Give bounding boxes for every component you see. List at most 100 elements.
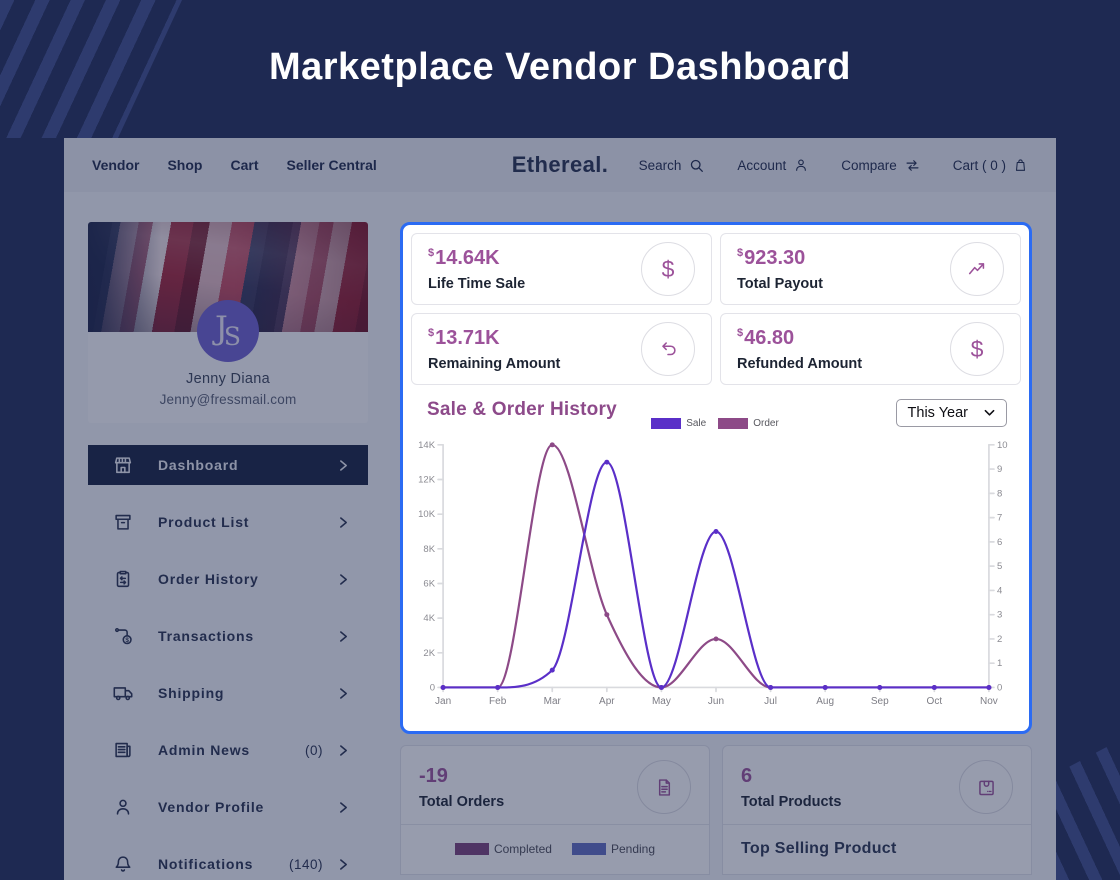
sidebar-item-dashboard[interactable]: Dashboard — [88, 445, 368, 485]
sidebar-item-order-history[interactable]: Order History — [88, 559, 368, 599]
svg-text:4: 4 — [997, 585, 1002, 596]
sidebar-item-notifications[interactable]: Notifications (140) — [88, 844, 368, 880]
nav-link-cart[interactable]: Cart — [230, 157, 259, 173]
currency-symbol: $ — [428, 326, 435, 339]
svg-text:2K: 2K — [423, 648, 435, 659]
stat-card-lifetime-sale: $14.64K Life Time Sale $ — [411, 233, 712, 305]
top-selling-product-label: Top Selling Product — [741, 840, 897, 857]
sale-legend-swatch — [651, 417, 682, 429]
sidebar-item-transactions[interactable]: $ Transactions — [88, 616, 368, 656]
legend-item-pending[interactable]: Pending — [571, 842, 655, 856]
svg-text:4K: 4K — [423, 613, 435, 624]
stat-value: $923.30 — [737, 246, 806, 269]
search-button[interactable]: Search — [639, 157, 706, 174]
nav-link-shop[interactable]: Shop — [167, 157, 203, 173]
nav-link-vendor[interactable]: Vendor — [92, 157, 140, 173]
search-icon — [691, 159, 704, 172]
legend-label: Completed — [493, 842, 552, 856]
currency-symbol: $ — [737, 326, 744, 339]
stat-label: Refunded Amount — [737, 355, 863, 372]
sidebar-item-admin-news[interactable]: Admin News (0) — [88, 730, 368, 770]
svg-text:1: 1 — [997, 658, 1002, 669]
svg-text:May: May — [652, 696, 671, 707]
trend-up-icon — [950, 242, 1004, 296]
svg-text:Jun: Jun — [708, 696, 724, 707]
total-products-value: 6 — [741, 764, 753, 787]
total-products-card: 6 Total Products Top Selling Product — [722, 745, 1032, 875]
legend-item-sale[interactable]: Sale — [651, 415, 706, 431]
sale-order-line-chart: 0 2K 4K 6K 8K 10K 12K 14K 0 1 2 3 4 5 6 7 8 9 10 Jan Feb Mar A… — [418, 440, 1007, 707]
svg-text:10K: 10K — [418, 509, 436, 520]
chevron-right-icon — [340, 516, 347, 528]
svg-text:0: 0 — [997, 682, 1002, 693]
stat-value: $13.71K — [428, 326, 500, 349]
svg-text:Jul: Jul — [764, 696, 777, 707]
stat-card-refunded-amount: $46.80 Refunded Amount $ — [720, 313, 1021, 385]
menu-label: Order History — [158, 571, 259, 587]
selected-range: This Year — [907, 405, 968, 421]
archive-box-icon — [115, 514, 131, 530]
divider — [723, 824, 1031, 825]
undo-icon — [641, 322, 695, 376]
sidebar-item-vendor-profile[interactable]: Vendor Profile — [88, 787, 368, 827]
chart-title: Sale & Order History — [427, 399, 617, 420]
legend-item-order[interactable]: Order — [718, 415, 779, 431]
card-head: -19 Total Orders — [419, 760, 691, 824]
svg-text:8: 8 — [997, 488, 1002, 499]
menu-label: Admin News — [158, 742, 251, 758]
vendor-profile-card: J S Jenny Diana Jenny@fressmail.com — [88, 222, 368, 423]
admin-news-count: (0) — [305, 742, 323, 758]
menu-label: Notifications — [158, 856, 254, 872]
compare-arrows-icon — [906, 159, 919, 171]
completed-legend-swatch — [454, 843, 489, 855]
dollar-icon: $ — [950, 322, 1004, 376]
menu-label: Dashboard — [158, 457, 239, 473]
svg-text:6: 6 — [997, 537, 1002, 548]
svg-text:Feb: Feb — [489, 696, 507, 707]
compare-button[interactable]: Compare — [841, 158, 921, 173]
legend-label: Sale — [686, 417, 707, 429]
app-window: Vendor Shop Cart Seller Central Ethereal… — [64, 138, 1056, 880]
sidebar-item-shipping[interactable]: Shipping — [88, 673, 368, 713]
cart-button[interactable]: Cart ( 0 ) — [953, 157, 1028, 173]
stat-label: Total Payout — [737, 275, 823, 292]
sale-order-history-section: Sale & Order History This Year Sale — [411, 385, 1021, 723]
compare-label: Compare — [841, 157, 897, 173]
year-range-select[interactable]: This Year — [895, 399, 1007, 427]
account-button[interactable]: Account — [737, 157, 809, 173]
search-label: Search — [638, 157, 682, 173]
account-label: Account — [737, 157, 787, 173]
truck-icon — [113, 687, 133, 701]
bell-icon — [115, 856, 131, 872]
stat-label: Remaining Amount — [428, 355, 561, 372]
menu-label: Transactions — [158, 628, 254, 644]
stats-grid: $14.64K Life Time Sale $ $923.30 Total P… — [411, 233, 1021, 385]
chevron-right-icon — [340, 630, 347, 642]
main-area: $14.64K Life Time Sale $ $923.30 Total P… — [400, 222, 1032, 880]
top-navbar: Vendor Shop Cart Seller Central Ethereal… — [64, 138, 1056, 192]
shopping-bag-icon — [1015, 159, 1026, 171]
legend-item-completed[interactable]: Completed — [454, 842, 552, 856]
stat-card-remaining-amount: $13.71K Remaining Amount — [411, 313, 712, 385]
vendor-email: Jenny@fressmail.com — [159, 392, 297, 407]
nav-actions: Search Account Compare Cart ( 0 ) — [608, 157, 1028, 174]
dashboard-highlight-panel: $14.64K Life Time Sale $ $923.30 Total P… — [400, 222, 1032, 734]
svg-text:7: 7 — [997, 513, 1002, 524]
pending-legend-swatch — [571, 843, 606, 855]
svg-text:Apr: Apr — [599, 696, 615, 707]
stat-label: Life Time Sale — [428, 275, 526, 292]
nav-links: Vendor Shop Cart Seller Central — [92, 157, 512, 173]
sidebar-item-product-list[interactable]: Product List — [88, 502, 368, 542]
chevron-down-icon — [984, 409, 995, 416]
newspaper-icon — [115, 742, 131, 758]
avatar: J S — [197, 300, 259, 362]
package-icon — [959, 760, 1013, 814]
brand-logo[interactable]: Ethereal. — [511, 152, 609, 177]
divider — [401, 824, 709, 825]
chevron-right-icon — [340, 858, 347, 870]
svg-text:$: $ — [125, 637, 129, 644]
person-icon — [116, 799, 130, 815]
nav-link-seller-central[interactable]: Seller Central — [286, 157, 377, 173]
menu-label: Vendor Profile — [158, 799, 265, 815]
